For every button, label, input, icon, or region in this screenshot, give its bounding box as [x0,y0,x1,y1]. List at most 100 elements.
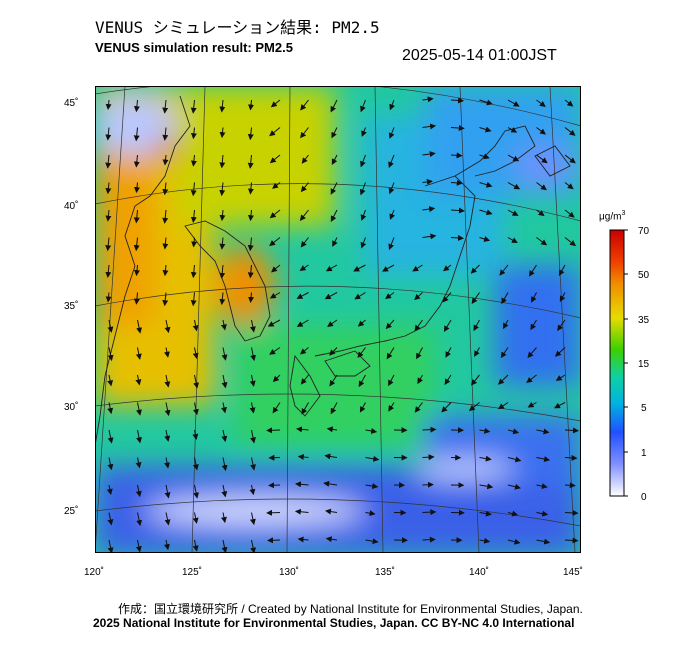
lon-tick-label: 130˚ [279,566,299,578]
wind-arrow [219,209,226,222]
wind-arrow [422,123,437,130]
wind-arrow [450,179,463,186]
wind-arrow [247,182,254,195]
wind-arrow [105,127,112,141]
wind-arrow [507,209,519,216]
wind-arrow [503,319,509,330]
wind-arrow [219,182,226,197]
wind-arrow [417,374,423,385]
coastlines [95,95,571,447]
wind-arrow [192,512,199,524]
wind-arrow [360,99,366,113]
wind-arrow [527,347,537,359]
wind-arrow [269,209,281,219]
wind-arrow [507,428,520,435]
wind-arrow [219,237,226,250]
wind-arrow [450,152,463,159]
wind-arrow [297,536,309,543]
wind-arrow [422,536,436,543]
wind-arrow [422,178,433,185]
lat-tick-label: 25˚ [64,505,78,517]
wind-arrow [554,402,566,409]
wind-arrow [136,429,142,444]
colorbar-unit: μg/m3 [599,210,625,222]
wind-arrow [442,292,452,303]
wind-arrow [536,182,547,191]
wind-arrow [191,237,198,248]
wind-arrow [323,480,338,487]
wind-arrow [386,347,395,360]
wind-arrow [414,319,423,332]
wind-arrow [107,457,114,471]
wind-arrow [248,99,255,111]
wind-arrow [135,347,142,360]
wind-arrow [272,182,281,189]
wind-arrow [135,484,142,498]
wind-arrow [297,454,309,460]
wind-arrow [250,429,256,444]
wind-arrow [555,374,566,381]
wind-arrow [133,127,140,142]
wind-arrow [267,537,281,544]
wind-arrow [190,209,197,223]
colorbar-label: 50 [638,270,650,281]
wind-arrow [162,99,169,114]
wind-arrow [559,292,566,302]
wind-arrow [507,99,520,107]
wind-arrow [300,99,309,111]
wind-arrow [330,209,338,222]
wind-arrow [564,482,576,489]
wind-arrow [527,401,537,408]
wind-arrow [450,234,464,241]
wind-arrow [299,209,309,221]
wind-arrow [107,374,114,387]
wind-arrow [219,127,226,139]
wind-arrow [557,319,566,332]
wind-arrow [479,99,493,106]
wind-arrow [388,182,395,195]
wind-arrow [422,454,435,461]
wind-arrow [361,127,367,137]
wind-arrow [507,538,521,545]
wind-arrow [441,402,452,413]
wind-arrow [105,264,112,278]
wind-arrow [499,264,509,276]
colorbar-gradient [609,229,625,497]
wind-arrow [507,456,522,463]
wind-arrow [136,402,142,416]
wind-arrow [325,508,338,515]
wind-arrow [329,347,338,356]
wind-arrow [530,319,537,331]
wind-arrow [422,426,437,433]
wind-arrow [105,182,112,195]
wind-arrow [248,209,254,222]
title-english: VENUS simulation result: PM2.5 [95,40,293,55]
wind-arrow [296,426,309,433]
wind-arrow [250,457,256,471]
wind-arrow [507,127,518,133]
wind-arrow [162,209,169,224]
wind-arrow [450,97,465,104]
wind-arrow [133,292,140,305]
wind-arrow [250,347,257,362]
wind-arrow [536,510,549,517]
wind-arrow [365,455,380,462]
wind-arrow [536,154,548,164]
wind-arrow [359,182,366,196]
wind-arrow [164,402,171,417]
wind-arrow [389,209,396,220]
wind-arrow [190,99,197,114]
wind-arrow [497,402,509,410]
wind-arrow [450,207,465,214]
wind-arrow [329,374,338,387]
wind-arrow [301,402,309,415]
map-frame [95,86,581,553]
wind-arrow [536,538,551,545]
wind-arrow [247,237,254,252]
wind-arrow [422,206,436,213]
wind-arrow [331,127,338,139]
wind-arrow [507,154,520,162]
wind-arrow [162,264,169,277]
lat-tick-label: 40˚ [64,200,78,212]
wind-arrow [443,264,452,272]
